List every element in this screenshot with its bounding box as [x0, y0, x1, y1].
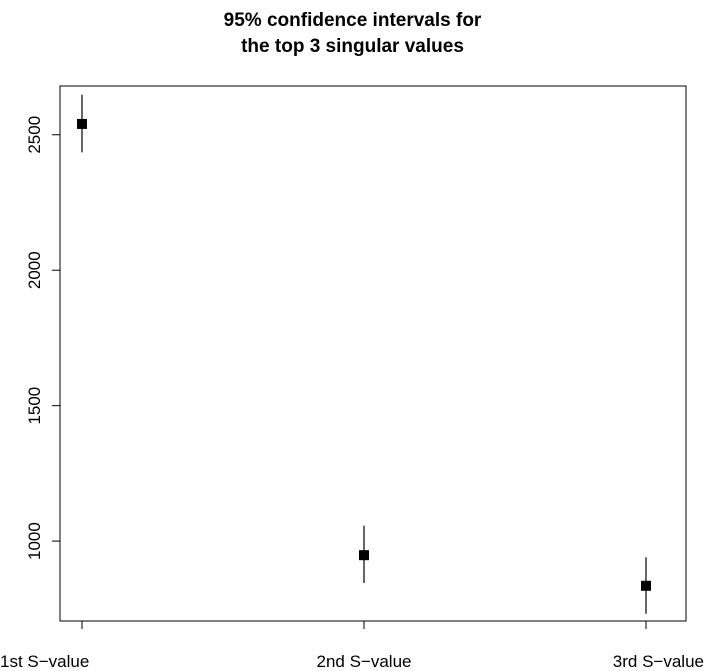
- estimate-point: [641, 580, 651, 591]
- y-tick-label: 2500: [25, 116, 44, 154]
- y-axis: 1000 1500 2000 2500: [25, 116, 61, 560]
- y-tick-label: 2000: [25, 251, 44, 289]
- chart-title-line-2: the top 3 singular values: [241, 36, 464, 57]
- plot-frame: [59, 85, 687, 622]
- chart-title-line-1: 95% confidence intervals for: [223, 10, 482, 31]
- x-tick-label: 2nd S−value: [317, 652, 412, 671]
- y-tick-label: 1500: [25, 387, 44, 425]
- estimate-point: [77, 118, 87, 129]
- y-tick-label: 1000: [25, 522, 44, 560]
- x-tick-label: 1st S−value: [0, 652, 89, 671]
- estimate-point: [359, 550, 369, 561]
- x-tick-label: 3rd S−value: [613, 652, 704, 671]
- x-axis: 1st S−value 2nd S−value 3rd S−value: [0, 620, 704, 671]
- interval-marks: [77, 94, 651, 614]
- chart-title: 95% confidence intervals for the top 3 s…: [0, 8, 705, 60]
